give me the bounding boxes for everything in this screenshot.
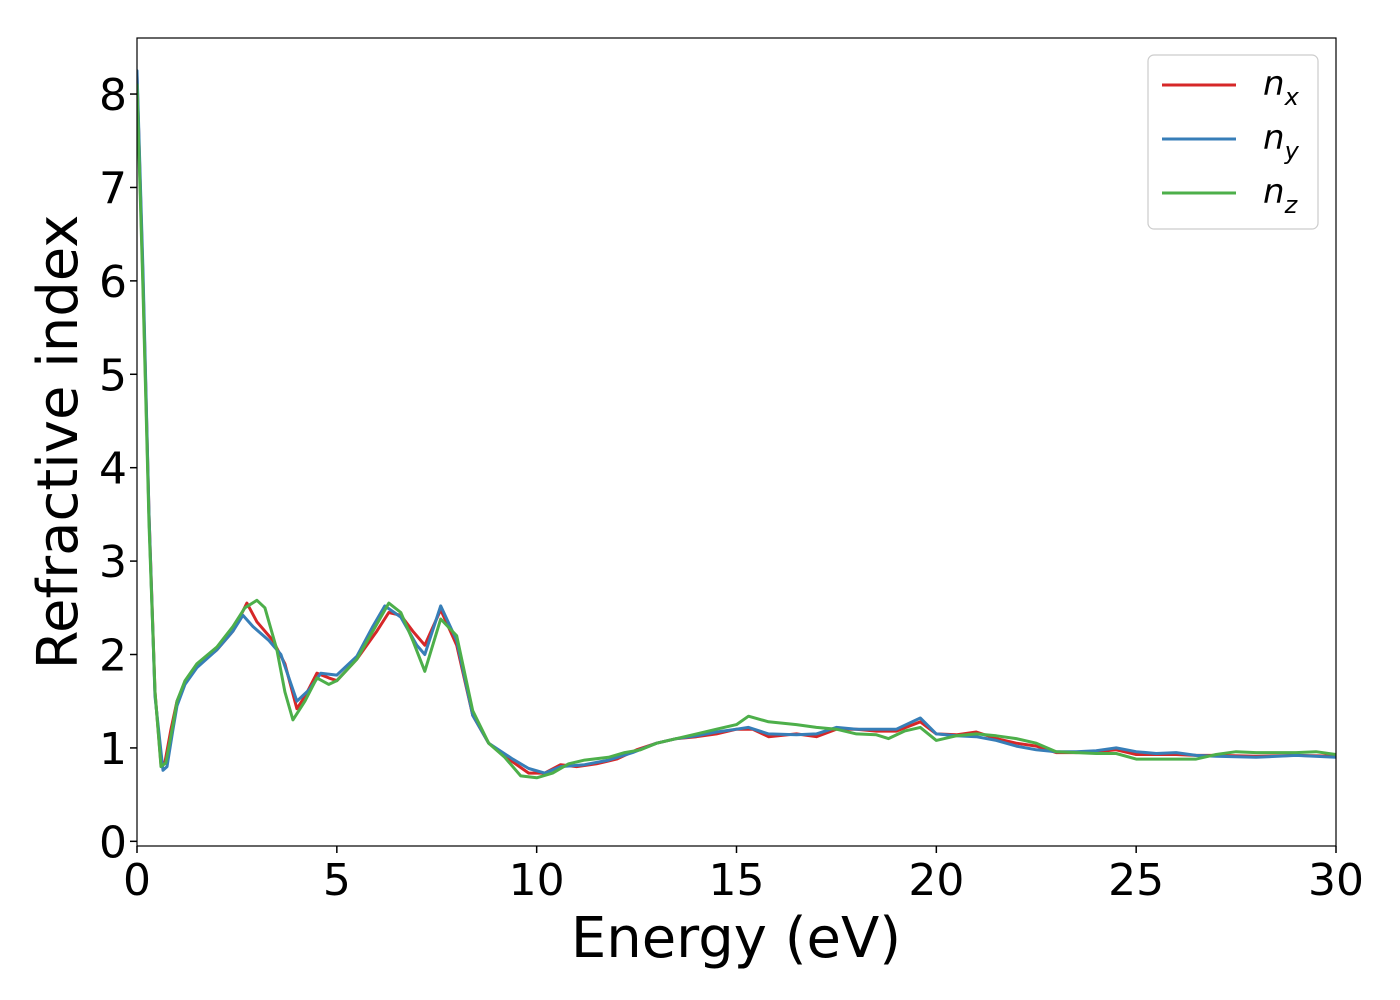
y-axis-title: Refractive index (26, 215, 91, 670)
x-axis-title: Energy (eV) (571, 906, 901, 971)
y-tick-label: 3 (99, 537, 127, 588)
y-tick-label: 5 (99, 350, 127, 401)
x-tick-label: 5 (323, 855, 351, 906)
y-tick-label: 6 (99, 257, 127, 308)
legend-box (1147, 54, 1319, 230)
legend-label-subscript: y (1284, 137, 1300, 165)
x-tick-label: 10 (509, 855, 565, 906)
series-line-nz (137, 83, 1336, 780)
x-tick-label: 15 (709, 855, 765, 906)
y-tick-label: 7 (99, 163, 127, 214)
y-axis: 0 1 2 3 4 5 6 7 8 (99, 70, 137, 868)
y-tick-label: 4 (99, 444, 127, 495)
y-tick-label: 1 (99, 724, 127, 775)
y-tick-label: 2 (99, 631, 127, 682)
legend-label-subscript: z (1284, 191, 1299, 219)
legend-label-ny: ny (1263, 118, 1300, 165)
y-tick-label: 8 (99, 70, 127, 121)
legend-label-nx: nx (1263, 64, 1300, 111)
y-tick-label: 0 (99, 817, 127, 868)
legend-label-base: n (1263, 64, 1285, 104)
series-layer (137, 69, 1336, 780)
x-tick-label: 20 (908, 855, 964, 906)
legend-label-base: n (1263, 118, 1285, 158)
x-axis: 0 5 10 15 20 25 30 (123, 846, 1364, 906)
series-line-ny (137, 69, 1336, 775)
x-tick-label: 30 (1308, 855, 1364, 906)
legend-label-subscript: x (1284, 83, 1300, 111)
x-tick-label: 25 (1108, 855, 1164, 906)
x-tick-label: 0 (123, 855, 151, 906)
legend-label-nz: nz (1263, 172, 1299, 219)
legend-label-base: n (1263, 172, 1285, 212)
